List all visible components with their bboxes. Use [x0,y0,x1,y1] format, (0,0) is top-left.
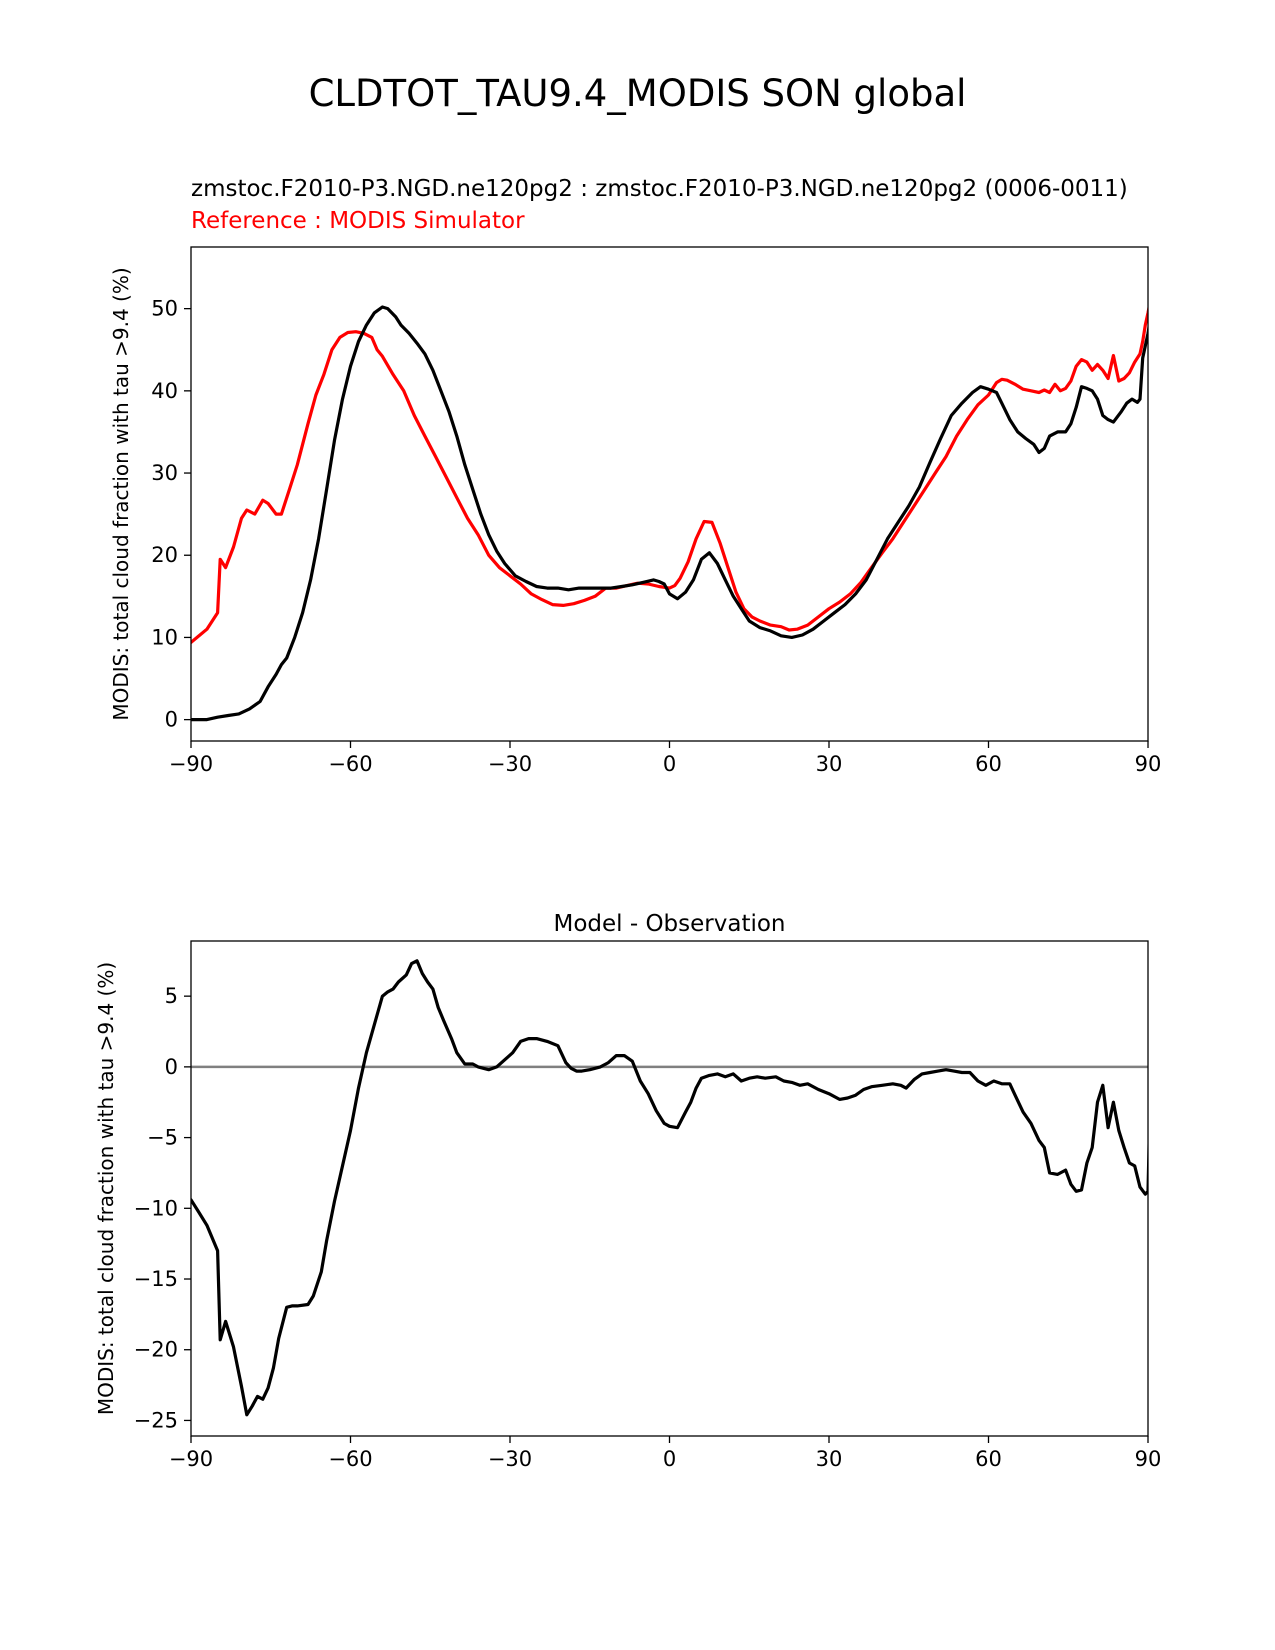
x-tick-label: 60 [975,1447,1002,1471]
y-axis-label: MODIS: total cloud fraction with tau >9.… [94,962,118,1415]
difference-panel: Model - Observation −90 −60 −30 0 30 60 90 −25 −2… [94,911,1161,1471]
x-tick-label: 90 [1135,752,1162,776]
axes-frame [190,940,1149,1437]
x-tick-label: −30 [488,752,532,776]
y-tick-label: −20 [134,1338,178,1362]
y-tick-label: −15 [134,1267,178,1291]
axes-frame [190,246,1149,742]
figure-title: CLDTOT_TAU9.4_MODIS SON global [308,72,967,115]
y-tick-label: 10 [151,625,178,649]
x-tick-label: 0 [663,752,676,776]
y-tick-label: 20 [151,543,178,567]
x-tick-label: −90 [169,752,213,776]
x-tick-label: 30 [816,1447,843,1471]
y-tick-label: 40 [151,379,178,403]
test-case-label: zmstoc.F2010-P3.NGD.ne120pg2 : zmstoc.F2… [191,176,1128,202]
series-line-0 [191,959,1148,1417]
y-tick-label: 30 [151,461,178,485]
x-tick-label: 0 [663,1447,676,1471]
series-line-1 [191,305,1148,722]
y-tick-label: 5 [165,984,178,1008]
series-line-0 [191,304,1148,644]
y-tick-label: −10 [134,1196,178,1220]
y-tick-label: −5 [147,1126,178,1150]
x-tick-label: 30 [816,752,843,776]
x-tick-label: −90 [169,1447,213,1471]
y-tick-label: −25 [134,1408,178,1432]
x-tick-label: −60 [328,752,372,776]
y-tick-label: 0 [165,1055,178,1079]
x-tick-label: −60 [328,1447,372,1471]
x-tick-label: −30 [488,1447,532,1471]
y-tick-label: 50 [151,297,178,321]
y-axis-label: MODIS: total cloud fraction with tau >9.… [109,267,133,720]
y-tick-label: 0 [165,708,178,732]
panel-title: Model - Observation [553,911,785,937]
reference-case-label: Reference : MODIS Simulator [191,208,525,234]
zonal-mean-panel: −90 −60 −30 0 30 60 90 0 10 20 30 40 50 MODIS: total … [109,246,1162,776]
x-tick-label: 60 [975,752,1002,776]
x-tick-label: 90 [1135,1447,1162,1471]
